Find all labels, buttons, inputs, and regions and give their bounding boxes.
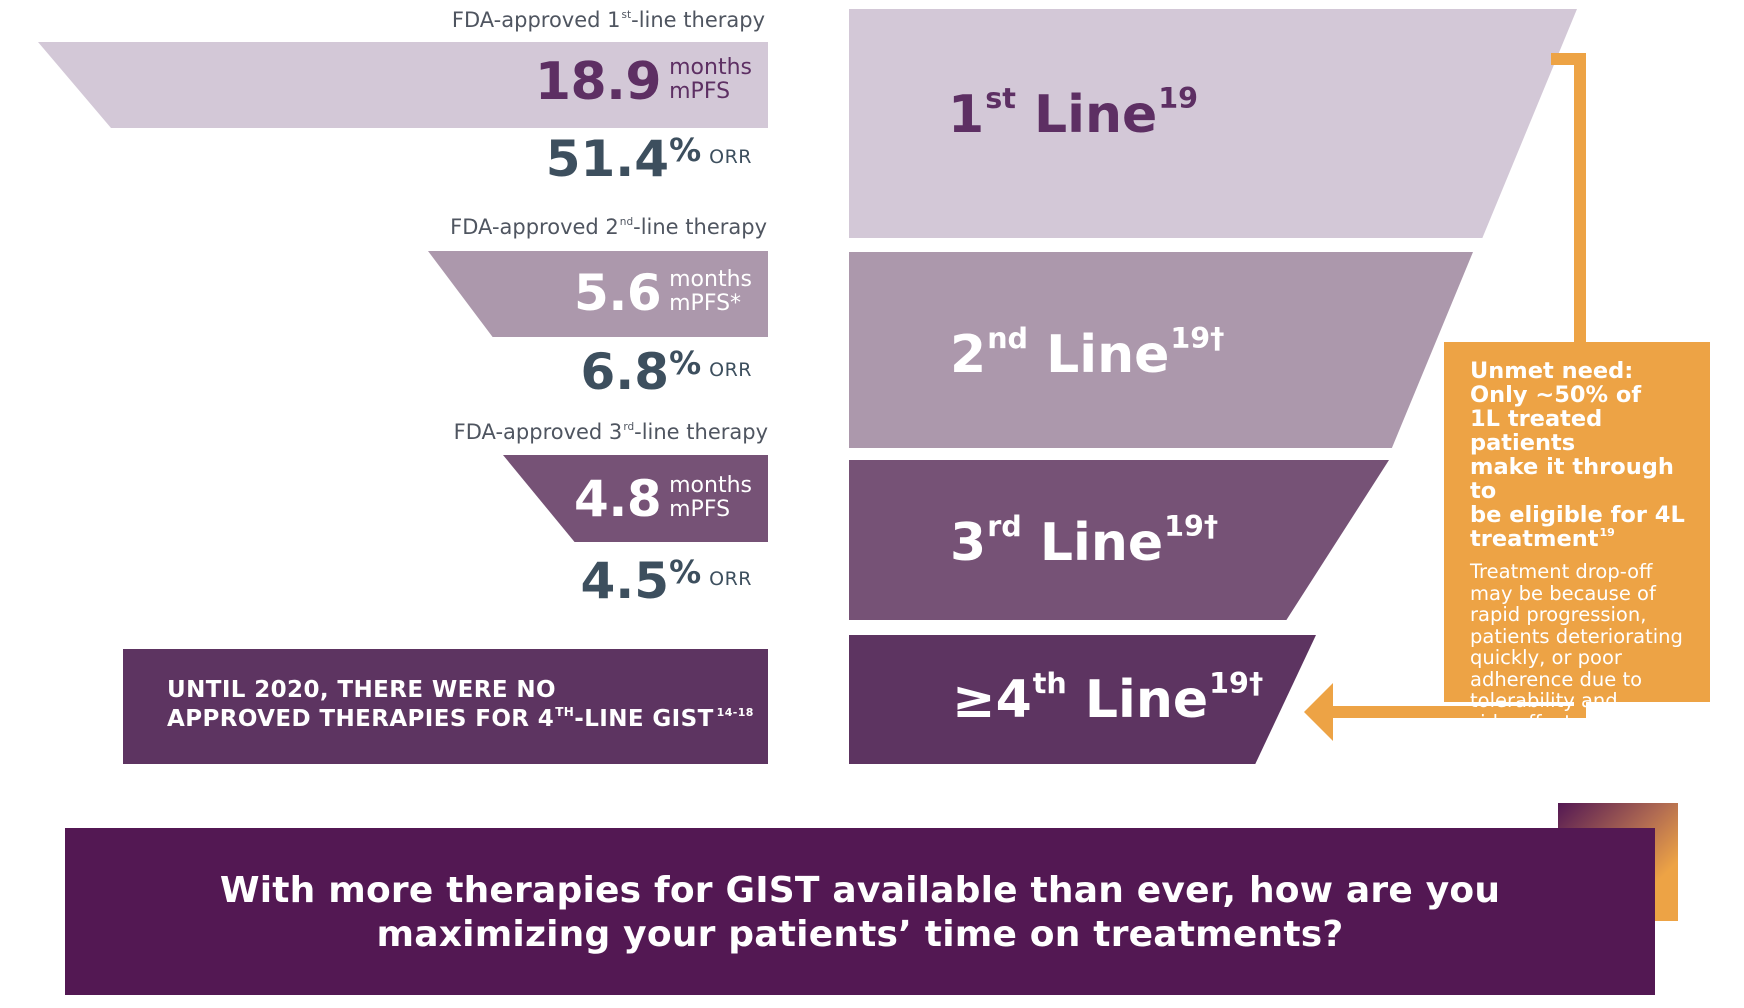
line2-mpfs-unit: months mPFS*: [669, 267, 752, 317]
funnel-line3-label: 3rd Line19†: [950, 508, 1219, 573]
line3-orr: 4.5 % ORR: [580, 552, 752, 610]
unmet-need-callout: Unmet need: Only ~50% of 1L treated pati…: [1444, 342, 1710, 733]
unmet-need-body: Treatment drop-off may be because of rap…: [1470, 560, 1683, 734]
line3-caption: FDA-approved 3rd-line therapy: [453, 420, 768, 444]
line2-mpfs-band: [428, 251, 768, 337]
line3-mpfs-value: 4.8: [574, 470, 662, 528]
funnel-line3: [849, 460, 1389, 620]
banner-line2: maximizing your patients’ time on treatm…: [376, 914, 1344, 955]
line1-caption: FDA-approved 1st-line therapy: [451, 8, 765, 32]
line3-mpfs-unit: months mPFS: [669, 473, 752, 523]
line3-mpfs: 4.8 months mPFS: [560, 470, 752, 528]
line2-orr-value: 6.8: [580, 343, 670, 401]
fourth-line-notice-line1: UNTIL 2020, THERE WERE NO: [167, 677, 556, 703]
funnel-line2-label: 2nd Line19†: [950, 320, 1225, 385]
line1-orr: 51.4 % ORR: [545, 130, 752, 188]
line1-orr-value: 51.4: [545, 130, 670, 188]
fourth-line-notice: UNTIL 2020, THERE WERE NO APPROVED THERA…: [123, 649, 768, 764]
line1-mpfs-band: [38, 42, 768, 128]
line3-orr-value: 4.5: [580, 552, 670, 610]
line2-orr: 6.8 % ORR: [580, 343, 752, 401]
line1-mpfs-unit: months mPFS: [669, 55, 752, 105]
line1-mpfs-value: 18.9: [534, 52, 662, 112]
fourth-line-notice-line2: APPROVED THERAPIES FOR 4TH-LINE GIST 14-1…: [167, 705, 754, 732]
unmet-need-heading: Unmet need: Only ~50% of 1L treated pati…: [1470, 358, 1685, 552]
line2-caption: FDA-approved 2nd-line therapy: [450, 215, 767, 239]
bottom-banner: With more therapies for GIST available t…: [65, 828, 1655, 995]
funnel-line4: [849, 635, 1316, 764]
banner-line1: With more therapies for GIST available t…: [219, 870, 1501, 911]
line1-mpfs: 18.9 months mPFS: [400, 52, 752, 112]
line2-mpfs-value: 5.6: [574, 264, 662, 322]
funnel-line4-label: ≥4th Line19†: [952, 665, 1264, 730]
dropoff-arrow-head: [1304, 683, 1333, 741]
line2-mpfs: 5.6 months mPFS*: [500, 264, 752, 322]
funnel-line1-label: 1st Line19: [948, 80, 1199, 145]
